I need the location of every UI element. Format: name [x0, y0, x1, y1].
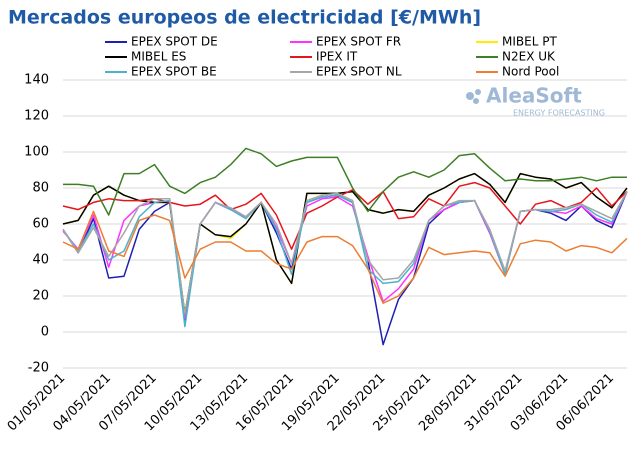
y-tick-label: -20 [28, 361, 49, 376]
series-line [62, 191, 628, 346]
logo-dot [466, 92, 474, 100]
logo-tagline: ENERGY FORECASTING [513, 109, 605, 118]
logo-text: AleaSoft [486, 84, 582, 108]
legend-label: N2EX UK [502, 50, 556, 64]
series-line [62, 210, 628, 304]
series-line [63, 147, 627, 216]
y-tick-label: 40 [32, 253, 49, 268]
y-tick-label: 140 [24, 73, 49, 88]
y-tick-label: 20 [32, 289, 49, 304]
y-tick-label: 80 [32, 181, 49, 196]
y-tick-label: 100 [24, 145, 49, 160]
series-line [62, 172, 628, 315]
logo-dot [475, 89, 481, 95]
y-tick-label: 0 [41, 325, 49, 340]
logo-dot [473, 98, 479, 104]
series-line [62, 191, 628, 315]
y-tick-label: 60 [32, 217, 49, 232]
legend-label: MIBEL ES [131, 50, 186, 64]
y-tick-label: 120 [24, 109, 49, 124]
legend-label: MIBEL PT [502, 35, 557, 49]
series-line [62, 181, 628, 250]
series-line [62, 172, 628, 315]
legend-label: EPEX SPOT DE [131, 35, 218, 49]
legend-label: EPEX SPOT BE [131, 65, 217, 79]
legend-label: EPEX SPOT NL [316, 65, 402, 79]
legend-label: EPEX SPOT FR [316, 35, 401, 49]
legend-label: IPEX IT [316, 50, 358, 64]
chart-title: Mercados europeos de electricidad [€/MWh… [8, 7, 481, 29]
legend-label: Nord Pool [502, 65, 559, 79]
logo: AleaSoft ENERGY FORECASTING [466, 84, 605, 118]
